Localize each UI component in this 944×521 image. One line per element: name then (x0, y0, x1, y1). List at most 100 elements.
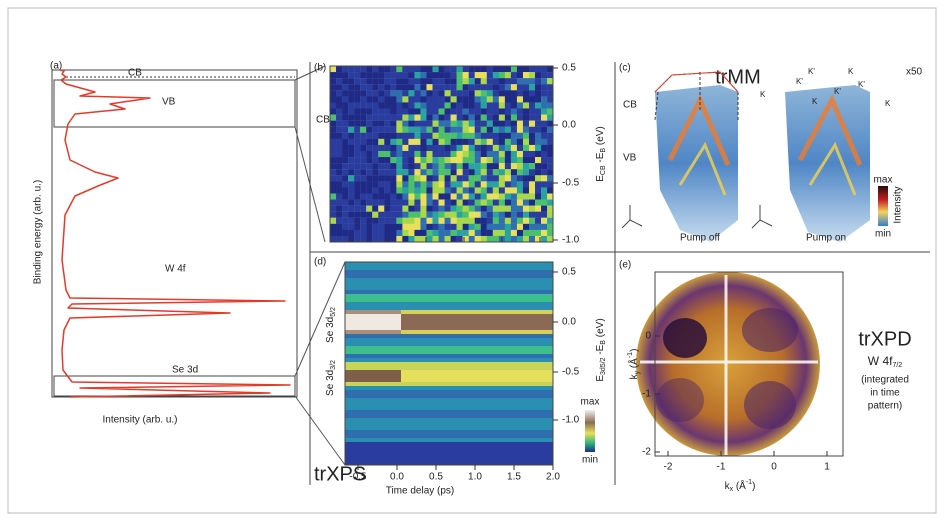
heat-cell (385, 362, 394, 367)
heat-cell (369, 334, 378, 339)
heat-cell (348, 217, 355, 224)
heat-cell (396, 138, 403, 146)
heat-cell (481, 306, 490, 311)
heat-cell (417, 382, 426, 387)
heat-cell (547, 235, 554, 243)
heat-cell (330, 175, 337, 182)
heat-cell (547, 126, 554, 133)
heat-cell (513, 346, 522, 351)
heat-cell (537, 278, 546, 283)
heat-cell (393, 322, 402, 327)
heat-cell (521, 414, 530, 419)
heat-cell (408, 78, 415, 85)
heat-cell (535, 169, 542, 176)
heat-cell (510, 163, 518, 170)
heat-cell (473, 374, 482, 379)
heat-cell (497, 270, 506, 275)
text-part: Se 3d (325, 370, 336, 396)
heat-cell (541, 114, 548, 121)
heat-cell (396, 126, 403, 133)
heat-cell (486, 205, 493, 212)
heat-cell (535, 96, 542, 103)
xpd-pattern (636, 272, 820, 456)
heat-cell (492, 120, 500, 127)
heat-cell (547, 138, 554, 146)
k-label: K (812, 97, 818, 106)
heat-cell (409, 374, 418, 379)
heat-cell (474, 72, 481, 79)
heat-cell (342, 175, 349, 182)
heat-cell (486, 102, 493, 109)
heat-cell (377, 274, 386, 279)
heat-cell (481, 294, 490, 299)
heat-cell (462, 144, 469, 152)
heat-cell (433, 350, 442, 355)
heat-cell (513, 366, 522, 371)
heat-cell (457, 410, 466, 415)
heat-cell (401, 394, 410, 399)
heat-cell (330, 211, 337, 218)
heat-cell (473, 358, 482, 363)
heat-cell (378, 108, 385, 115)
heat-cell (545, 406, 553, 411)
heat-cell (510, 157, 518, 164)
heat-cell (417, 434, 426, 439)
heat-cell (537, 386, 546, 391)
heat-cell (510, 211, 518, 218)
heat-cell (450, 114, 457, 121)
x-tick-label: 0 (771, 462, 777, 473)
heat-cell (360, 163, 367, 170)
heat-cell (425, 450, 434, 455)
heat-cell (420, 217, 427, 224)
heat-cell (489, 370, 498, 375)
heat-cell (498, 199, 506, 206)
heat-cell (505, 374, 514, 379)
heat-cell (433, 346, 442, 351)
heat-cell (505, 298, 514, 303)
heat-cell (497, 386, 506, 391)
heat-cell (377, 310, 386, 315)
heat-cell (481, 274, 490, 279)
heat-cell (481, 450, 490, 455)
heat-cell (498, 108, 506, 115)
heat-cell (516, 96, 524, 103)
connector (294, 261, 346, 377)
heat-cell (474, 102, 481, 109)
heat-cell (444, 205, 451, 212)
heat-cell (457, 270, 466, 275)
heat-cell (393, 282, 402, 287)
text-part: (Å (627, 358, 640, 371)
heat-cell (541, 157, 548, 164)
heat-cell (465, 350, 474, 355)
heat-cell (342, 199, 349, 206)
heat-cell (417, 330, 426, 335)
heat-cell (409, 438, 418, 443)
heat-cell (401, 274, 410, 279)
heat-cell (432, 138, 439, 146)
heat-cell (528, 66, 536, 73)
heat-cell (345, 418, 354, 423)
heat-cell (473, 346, 482, 351)
heat-cell (414, 163, 421, 170)
heat-cell (489, 462, 498, 465)
heat-cell (420, 108, 427, 115)
heat-cell (441, 298, 450, 303)
heat-cell (457, 310, 466, 315)
heat-cell (420, 138, 427, 146)
heat-cell (401, 402, 410, 407)
heat-cell (522, 193, 530, 200)
heat-cell (396, 163, 403, 170)
heat-cell (408, 199, 415, 206)
heat-cell (417, 326, 426, 331)
heat-cell (492, 150, 500, 158)
heat-cell (417, 410, 426, 415)
heat-cell (433, 450, 442, 455)
heat-cell (345, 274, 354, 279)
heat-cell (402, 120, 409, 127)
heat-cell (473, 414, 482, 419)
heat-cell (420, 72, 427, 79)
heat-cell (481, 326, 490, 331)
heat-cell (521, 418, 530, 423)
heat-cell (457, 462, 466, 465)
heat-cell (361, 338, 370, 343)
